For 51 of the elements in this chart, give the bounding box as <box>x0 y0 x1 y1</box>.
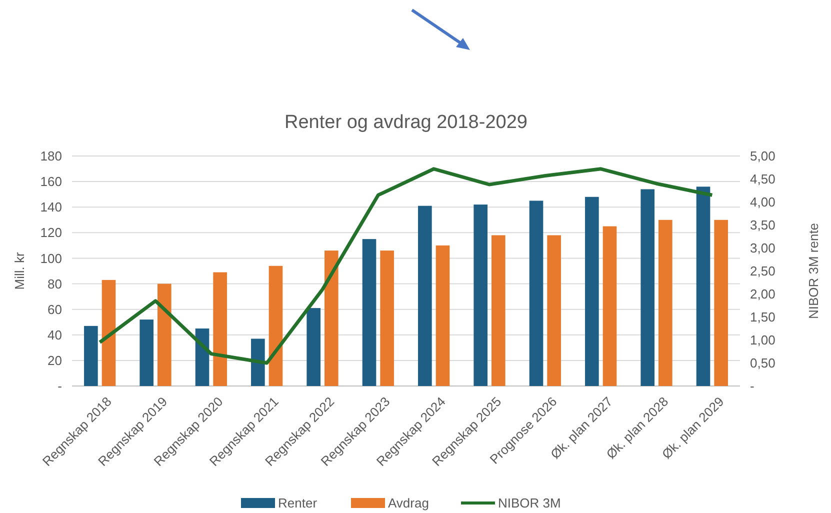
bar <box>696 186 710 386</box>
chart-title: Renter og avdrag 2018-2029 <box>284 112 528 133</box>
bar <box>306 308 320 386</box>
bar <box>380 250 394 386</box>
y-tick-label: 160 <box>40 174 62 190</box>
bar <box>268 266 283 386</box>
y-tick-label: 40 <box>48 327 62 342</box>
y-tick-label: 120 <box>40 225 62 240</box>
bar <box>362 239 376 386</box>
y-tick-label: 180 <box>40 148 62 164</box>
bar <box>158 284 172 386</box>
y-tick-label: 100 <box>40 250 62 266</box>
bar <box>102 280 116 386</box>
bar <box>436 245 450 386</box>
y2-tick-label: 0,50 <box>750 356 776 371</box>
legend-label: Renter <box>278 496 318 511</box>
legend-label: Avdrag <box>388 496 429 511</box>
y2-tick-label: 4,00 <box>750 194 776 210</box>
bar <box>640 189 654 386</box>
y2-tick-label: 5,00 <box>750 148 776 164</box>
bar <box>251 338 265 386</box>
y2-tick-label: 4,50 <box>750 172 776 187</box>
y-tick-label: - <box>58 378 62 394</box>
bar <box>492 235 506 386</box>
bar <box>585 196 599 386</box>
y-tick-label: 60 <box>48 302 62 317</box>
y2-tick-label: 1,00 <box>750 332 776 348</box>
line-series <box>98 167 714 365</box>
bar <box>84 326 98 386</box>
y2-tick-label: 3,50 <box>750 218 776 233</box>
bar <box>714 220 728 386</box>
bar <box>140 320 154 386</box>
y2-tick-label: 2,00 <box>750 286 776 302</box>
y-tick-label: 20 <box>48 352 62 368</box>
y-tick-label: 140 <box>40 200 62 215</box>
bar <box>602 226 617 386</box>
y2-tick-label: 1,50 <box>750 310 776 325</box>
y2-tick-label: 2,50 <box>750 264 776 279</box>
bar <box>547 235 561 386</box>
bar <box>213 272 227 386</box>
legend-label: NIBOR 3M <box>498 496 561 511</box>
bar <box>324 250 338 386</box>
y2-tick-label: 3,00 <box>750 240 776 256</box>
bar <box>529 200 544 386</box>
y-axis-title: Mill. kr <box>12 252 27 290</box>
bar <box>474 204 488 386</box>
y2-tick-label: - <box>750 378 754 394</box>
y2-axis-title: NIBOR 3M rente <box>806 222 821 320</box>
y-tick-label: 80 <box>48 276 62 292</box>
bar <box>418 206 432 386</box>
bar <box>658 220 672 386</box>
